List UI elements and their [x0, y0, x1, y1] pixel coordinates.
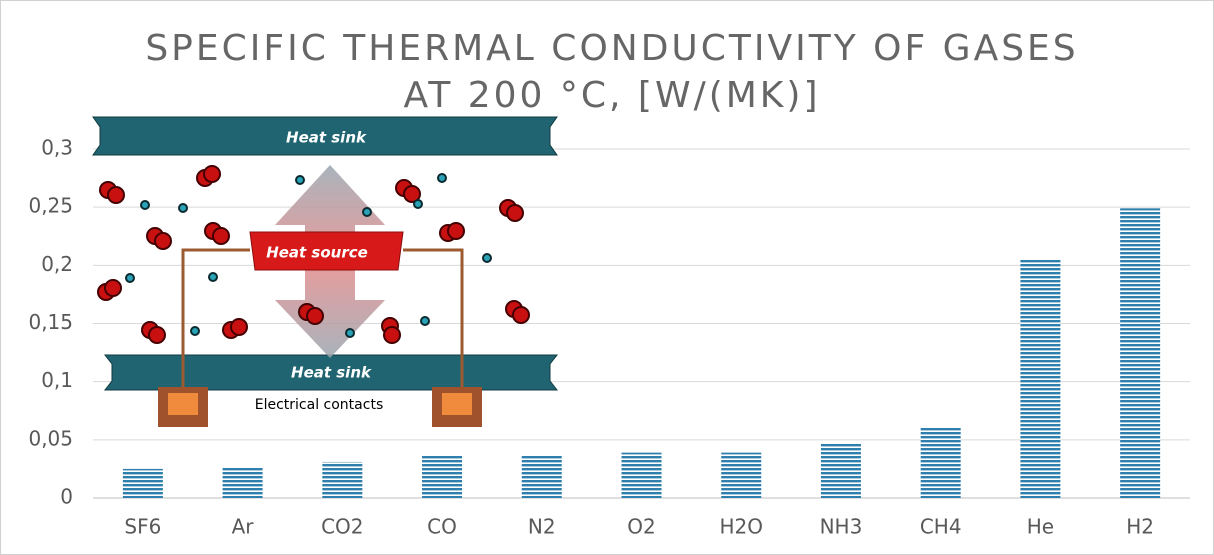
heat-sink-top: [92, 116, 558, 156]
x-tick-label: CH4: [920, 515, 962, 539]
chart-title: AT 200 °C, [W/(MK)]: [403, 75, 820, 116]
x-tick-label: SF6: [124, 515, 161, 539]
bar: [122, 468, 163, 498]
chart-title: SPECIFIC THERMAL CONDUCTIVITY OF GASES: [145, 28, 1078, 69]
wire: [181, 248, 250, 390]
y-tick-label: 0,2: [41, 252, 73, 276]
y-tick-label: 0,25: [28, 194, 73, 218]
illustration: Heat sink Heat source Heat sink Electric…: [92, 116, 559, 427]
x-tick-label: H2: [1126, 515, 1154, 539]
bar: [1020, 259, 1061, 498]
x-tick-label: CO: [427, 515, 457, 539]
bar: [621, 452, 662, 498]
x-tick-label: O2: [627, 515, 655, 539]
y-tick-label: 0: [60, 485, 73, 509]
y-tick-label: 0,1: [41, 368, 73, 392]
molecules-large: [97, 165, 530, 344]
plot-area: 0 0,05 0,1 0,15 0,2 0,25 0,3 SF6 Ar CO2 CO N2 O2 H2O N…: [28, 136, 1190, 539]
bar: [721, 452, 762, 498]
y-tick-label: 0,15: [28, 310, 73, 334]
bar: [422, 454, 463, 498]
contact: [168, 393, 198, 415]
x-tick-label: CO2: [321, 515, 363, 539]
molecules-small: [125, 173, 492, 338]
bar: [820, 443, 861, 498]
contact: [442, 393, 472, 415]
bar: [322, 461, 363, 498]
x-tick-label: He: [1027, 515, 1054, 539]
bar: [920, 427, 961, 498]
x-tick-label: Ar: [232, 515, 255, 539]
bar: [1120, 208, 1161, 498]
y-tick-label: 0,3: [41, 136, 73, 160]
annotation: Heat source: [266, 244, 368, 262]
heat-source: [249, 231, 404, 271]
y-tick-label: 0,05: [28, 426, 73, 450]
bar: [521, 454, 562, 498]
x-tick-label: N2: [528, 515, 556, 539]
annotation: Heat sink: [291, 364, 372, 382]
annotation: Heat sink: [286, 129, 367, 147]
wire: [403, 248, 464, 390]
x-tick-label: H2O: [719, 515, 763, 539]
x-tick-label: NH3: [820, 515, 863, 539]
bar: [222, 467, 263, 498]
annotation: Electrical contacts: [255, 397, 383, 413]
heat-sink-bottom: [103, 354, 559, 391]
